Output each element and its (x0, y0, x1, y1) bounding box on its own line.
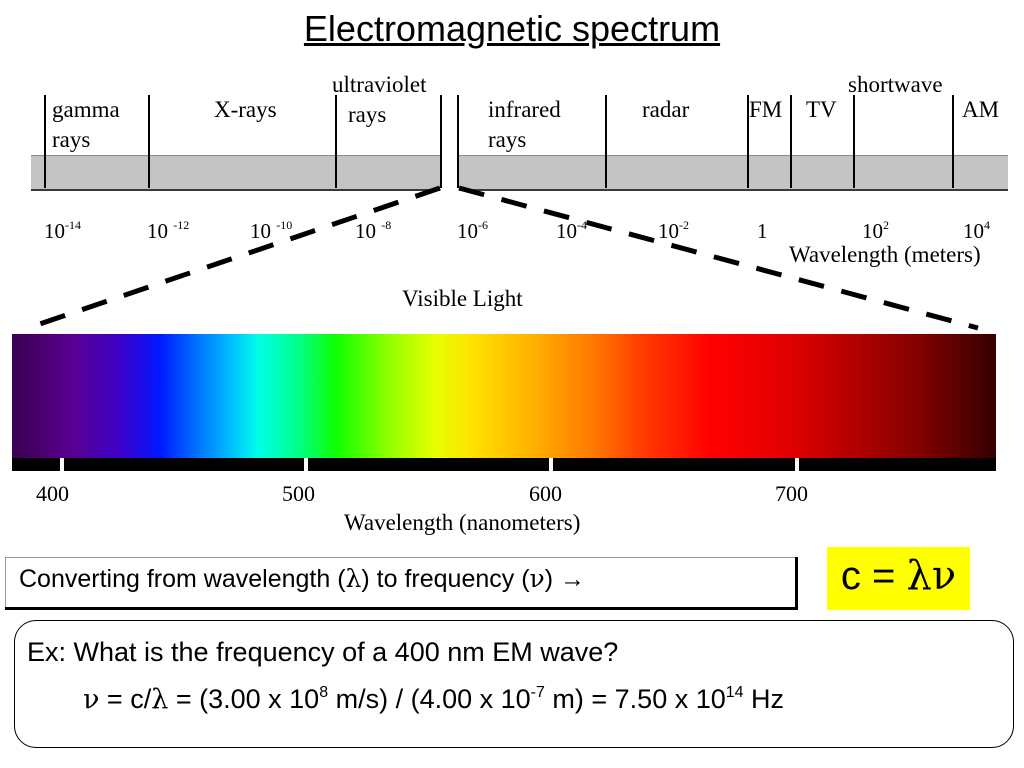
region-fm: FM (749, 97, 783, 122)
divider-xrays (148, 95, 150, 188)
example-box: Ex: What is the frequency of a 400 nm EM… (14, 620, 1014, 748)
divider-uv-end (440, 95, 442, 188)
divider-uv (335, 95, 337, 188)
tick-label: 102 (862, 218, 889, 243)
formula-text: c = λν (840, 553, 957, 599)
tick-label: 10-6 (457, 218, 488, 243)
nm-axis-label: Wavelength (nanometers) (344, 510, 581, 535)
nm-tick-label: 700 (775, 481, 808, 506)
lambda-symbol: λ (345, 564, 362, 593)
tick-label: 10-2 (658, 218, 689, 243)
divider-gamma (44, 95, 46, 188)
right-arrow-icon: → (560, 565, 586, 593)
divider-radar (747, 95, 749, 188)
example-calculation: ν = c/λ = (3.00 x 108 m/s) / (4.00 x 10-… (83, 684, 785, 715)
example-question: Ex: What is the frequency of a 400 nm EM… (27, 637, 619, 667)
tick-label: 10 -10 (250, 218, 293, 243)
nu-symbol: ν (529, 564, 545, 593)
visible-spectrum-gradient (12, 334, 996, 458)
nm-tick-label: 400 (36, 481, 69, 506)
visible-light-label: Visible Light (402, 286, 523, 311)
region-infrared: infrared rays (488, 97, 561, 152)
region-xrays: X-rays (214, 97, 277, 122)
nm-tick (549, 458, 553, 472)
nm-tick (795, 458, 799, 472)
region-am: AM (962, 97, 1000, 122)
tick-label: 104 (963, 218, 990, 243)
formula-box: c = λν (827, 547, 970, 610)
tick-label: 10-14 (44, 218, 81, 243)
tick-label: 10 -8 (355, 218, 392, 243)
zoom-line-right (458, 185, 979, 331)
divider-tv (853, 95, 855, 188)
page-title: Electromagnetic spectrum (303, 8, 721, 49)
tick-label: 1 (757, 219, 768, 243)
divider-fm (790, 95, 792, 188)
nm-tick-label: 500 (282, 481, 315, 506)
region-radar: radar (642, 97, 690, 122)
em-band-right (459, 155, 1008, 191)
conversion-text: Converting from wavelength (λ) to freque… (19, 564, 586, 593)
em-band-left (31, 155, 440, 191)
divider-ir (605, 95, 607, 188)
divider-ir-start (457, 95, 459, 188)
region-gamma: gamma rays (52, 97, 120, 152)
zoom-line-left (27, 185, 441, 331)
region-uv: ultraviolet rays (332, 72, 427, 127)
wavelength-axis-label: Wavelength (meters) (789, 242, 981, 267)
region-tv: TV (806, 97, 837, 122)
divider-shortwave (952, 95, 954, 188)
tick-label: 10-4 (556, 218, 587, 243)
region-shortwave: shortwave (848, 72, 943, 97)
nm-tick (304, 458, 308, 472)
tick-label: 10 -12 (147, 218, 190, 243)
nm-ruler (12, 458, 996, 471)
conversion-box: Converting from wavelength (λ) to freque… (5, 557, 798, 610)
nm-tick-label: 600 (529, 481, 562, 506)
nm-tick (60, 458, 64, 472)
